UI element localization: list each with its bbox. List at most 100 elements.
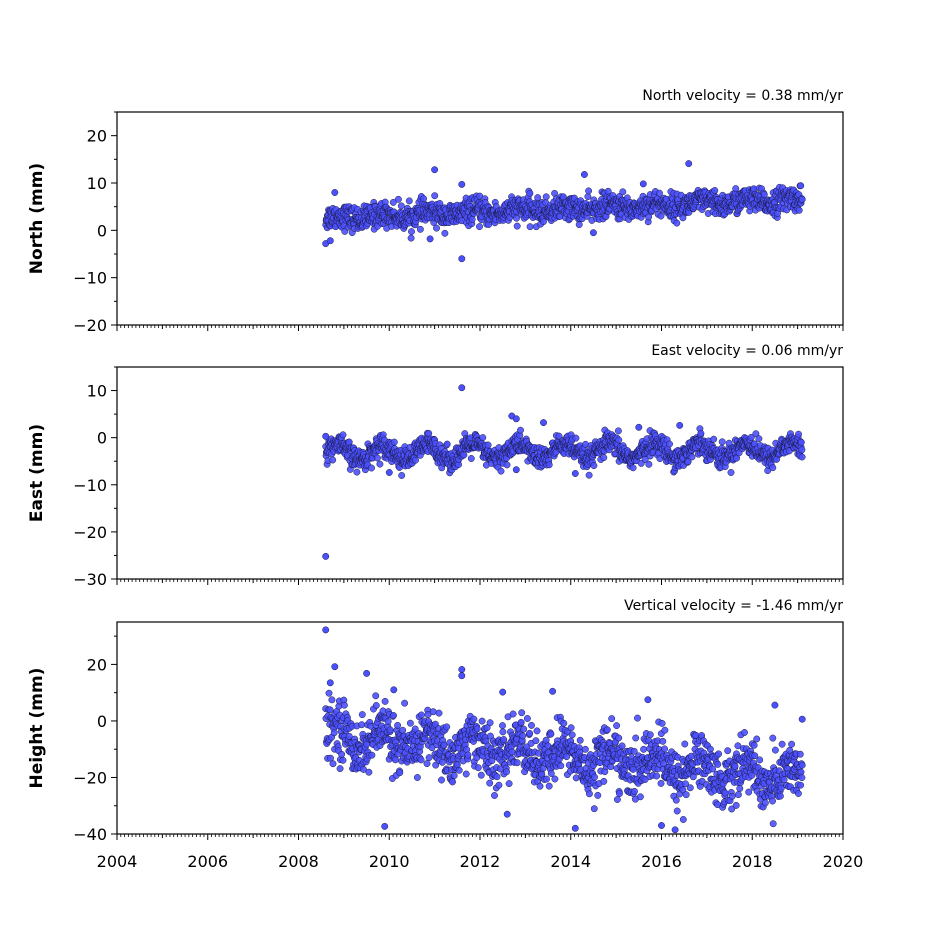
data-point <box>618 742 626 750</box>
data-point <box>505 780 513 788</box>
data-point <box>547 730 555 738</box>
data-point <box>526 223 534 231</box>
data-point <box>339 756 347 764</box>
data-point <box>336 765 344 773</box>
data-point <box>682 791 690 799</box>
data-point <box>479 434 487 442</box>
data-point <box>631 787 638 795</box>
outlier-point <box>322 552 330 560</box>
data-point <box>545 782 553 790</box>
data-point <box>513 222 521 230</box>
data-point <box>711 187 719 194</box>
data-point <box>473 725 481 733</box>
data-point <box>462 770 470 778</box>
data-point <box>795 206 803 214</box>
data-point <box>715 750 723 758</box>
outlier-point <box>381 822 389 830</box>
data-point <box>714 760 722 768</box>
data-point <box>666 440 673 448</box>
data-point <box>406 719 414 727</box>
data-point <box>794 790 802 797</box>
data-point <box>798 453 806 461</box>
outlier-point <box>426 235 434 243</box>
data-point <box>777 784 785 792</box>
data-point <box>778 740 786 748</box>
data-point <box>358 711 366 719</box>
x-tick-label: 2014 <box>550 852 591 871</box>
outlier-point <box>658 822 665 829</box>
data-point <box>441 229 449 237</box>
outlier-point <box>503 810 511 818</box>
data-point <box>798 761 806 769</box>
data-point <box>413 774 421 781</box>
x-tick-label: 2006 <box>187 852 228 871</box>
data-point <box>585 471 593 479</box>
data-point <box>734 742 742 750</box>
data-point <box>411 725 419 733</box>
data-point <box>484 441 492 449</box>
data-point <box>542 193 550 201</box>
y-tick-label: 0 <box>97 429 107 448</box>
data-point <box>523 715 531 722</box>
data-point <box>545 461 553 469</box>
outlier-point <box>458 255 466 263</box>
data-point <box>513 214 520 222</box>
data-point <box>547 770 555 777</box>
scatter-points <box>322 626 806 834</box>
x-tick-label: 2012 <box>460 852 501 871</box>
data-point <box>615 436 623 444</box>
data-point <box>534 194 542 202</box>
data-point <box>731 762 739 770</box>
data-point <box>536 782 544 790</box>
y-tick-label: 10 <box>87 382 107 401</box>
data-point <box>503 461 511 469</box>
data-point <box>780 776 788 784</box>
data-point <box>613 722 621 730</box>
data-point <box>645 460 653 468</box>
data-point <box>788 740 796 748</box>
data-point <box>608 715 616 723</box>
y-tick-label: −20 <box>73 316 107 335</box>
data-point <box>358 721 366 729</box>
data-point <box>486 779 494 787</box>
outlier-point <box>385 469 393 476</box>
data-point <box>603 726 611 734</box>
data-point <box>460 451 468 459</box>
data-point <box>590 805 598 813</box>
data-point <box>543 775 550 783</box>
data-point <box>438 776 445 784</box>
outlier-point <box>540 419 547 427</box>
data-point <box>517 718 525 726</box>
outlier-point <box>326 237 334 245</box>
data-point <box>688 453 696 461</box>
data-point <box>795 430 802 438</box>
data-point <box>615 734 623 742</box>
data-point <box>679 214 687 222</box>
data-point <box>658 719 666 727</box>
data-point <box>797 781 805 789</box>
outlier-point <box>798 715 806 723</box>
data-point <box>390 438 398 446</box>
data-point <box>433 224 440 232</box>
data-point <box>353 468 361 476</box>
y-tick-label: −20 <box>73 768 107 787</box>
data-point <box>440 741 448 749</box>
data-point <box>786 746 794 754</box>
data-point <box>509 710 517 718</box>
outlier-point <box>589 229 597 237</box>
data-point <box>405 197 413 205</box>
data-point <box>432 761 440 769</box>
data-point <box>634 714 641 722</box>
data-point <box>345 438 353 446</box>
data-point <box>684 458 692 466</box>
data-point <box>728 792 736 800</box>
data-point <box>679 786 687 794</box>
data-point <box>636 793 644 801</box>
data-point <box>590 462 598 470</box>
data-point <box>619 188 627 196</box>
data-point <box>557 762 565 770</box>
x-tick-label: 2004 <box>97 852 138 871</box>
data-point <box>584 193 592 201</box>
panel-1: −20 −10 0 10 20 North velocity = 0.38 mm/yr No… <box>27 88 844 335</box>
velocity-title: East velocity = 0.06 mm/yr <box>651 343 843 359</box>
